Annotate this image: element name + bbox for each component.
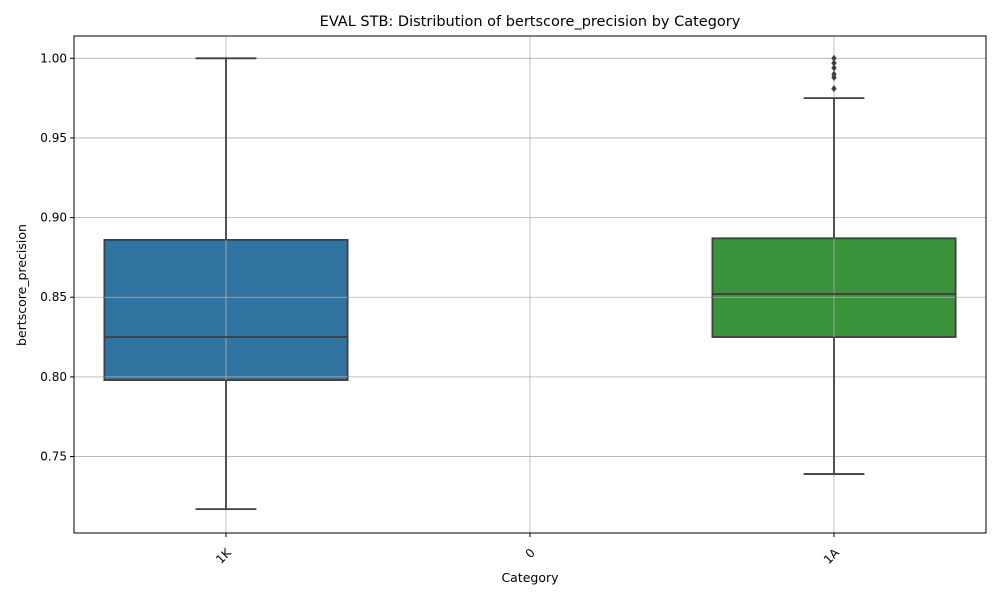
- outlier-point: [831, 64, 837, 72]
- x-axis-label: Category: [501, 570, 559, 585]
- y-tick-label: 1.00: [40, 51, 67, 65]
- outlier-point: [831, 54, 837, 62]
- y-tick-label: 0.85: [40, 290, 67, 304]
- y-tick-label: 0.95: [40, 131, 67, 145]
- box-1k: [103, 57, 349, 511]
- y-axis-ticks: 0.75 0.80 0.85 0.90 0.95 1.00: [40, 51, 74, 464]
- y-tick-label: 0.90: [40, 211, 67, 225]
- box-1a: [711, 54, 957, 475]
- chart-title: EVAL STB: Distribution of bertscore_prec…: [320, 14, 741, 30]
- outlier-point: [831, 59, 837, 67]
- boxes-layer: [103, 54, 957, 511]
- y-tick-label: 0.80: [40, 370, 67, 384]
- y-tick-label: 0.75: [40, 450, 67, 464]
- y-axis-label: bertscore_precision: [14, 224, 29, 346]
- outlier-point: [831, 70, 837, 78]
- outlier-point: [831, 84, 837, 93]
